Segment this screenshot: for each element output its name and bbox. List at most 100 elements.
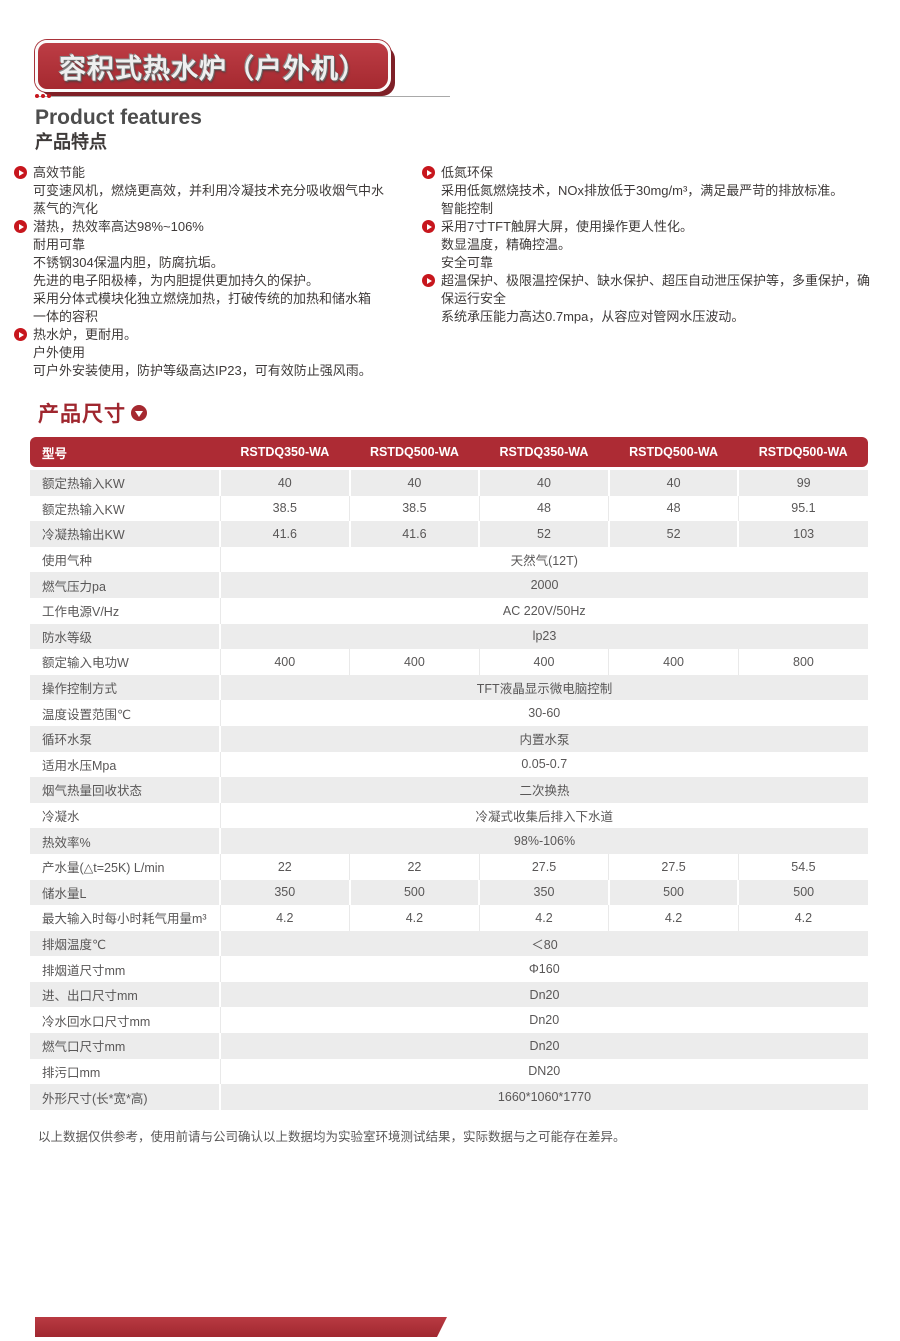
- feature-text: 高效节能 可变速风机，燃烧更高效，并利用冷凝技术充分吸收烟气中水 蒸气的汽化: [33, 165, 385, 216]
- spec-row-label: 热效率%: [42, 835, 91, 850]
- feature-text: 潜热，热效率高达98%~106% 耐用可靠 不锈钢304保温内胆，防腐抗垢。 先…: [33, 219, 372, 324]
- spec-header-model: RSTDQ350-WA: [499, 445, 589, 459]
- spec-row: 适用水压Mpa 0.05-0.7: [30, 751, 868, 778]
- spec-row-label: 烟气热量回收状态: [42, 784, 143, 799]
- spec-cell: 400: [478, 649, 609, 675]
- spec-cell: 4.2: [219, 905, 350, 931]
- spec-cell: 500: [607, 879, 739, 906]
- spec-table: 型号 RSTDQ350-WA RSTDQ500-WA RSTDQ350-WA RSTDQ…: [30, 437, 868, 1110]
- spec-cell: 52: [478, 521, 609, 547]
- spec-row: 燃气压力pa 2000: [30, 572, 868, 598]
- spec-row: 工作电源V/Hz AC 220V/50Hz: [30, 597, 868, 624]
- spec-row: 烟气热量回收状态 二次换热: [30, 777, 868, 803]
- spec-table-header-row: 型号 RSTDQ350-WA RSTDQ500-WA RSTDQ350-WA RSTDQ…: [30, 437, 868, 467]
- spec-cell: 400: [608, 649, 739, 675]
- bullet-play-icon: [14, 328, 27, 341]
- spec-row: 排污口mm DN20: [30, 1058, 868, 1085]
- spec-cell: 27.5: [478, 853, 609, 880]
- disclaimer-note: 以上数据仅供参考，使用前请与公司确认以上数据均为实验室环境测试结果，实际数据与之…: [38, 1130, 626, 1144]
- spec-cell: 99: [737, 470, 868, 496]
- features-right-column: 低氮环保 采用低氮燃烧技术，NOx排放低于30mg/m³，满足最严苛的排放标准。…: [422, 164, 890, 380]
- spec-row: 温度设置范围℃ 30-60: [30, 700, 868, 726]
- spec-row-label: 工作电源V/Hz: [42, 605, 120, 620]
- feature-item: 超温保护、极限温控保护、缺水保护、超压自动泄压保护等，多重保护，确 保运行安全 …: [422, 272, 890, 326]
- spec-row: 使用气种 天然气(12T): [30, 546, 868, 573]
- feature-text: 超温保护、极限温控保护、缺水保护、超压自动泄压保护等，多重保护，确 保运行安全 …: [441, 273, 871, 324]
- spec-row: 热效率% 98%-106%: [30, 828, 868, 854]
- spec-cell: 52: [607, 521, 739, 547]
- spec-cell: 40: [607, 470, 739, 496]
- spec-header-model: RSTDQ500-WA: [369, 445, 459, 459]
- heading-english: Product features: [35, 106, 202, 129]
- spec-cell-span: ＜80: [219, 930, 868, 957]
- spec-cell: 38.5: [349, 495, 480, 522]
- spec-cell: 40: [348, 470, 480, 496]
- page-title: 容积式热水炉（户外机）: [59, 53, 367, 84]
- feature-item: 高效节能 可变速风机，燃烧更高效，并利用冷凝技术充分吸收烟气中水 蒸气的汽化: [14, 164, 422, 218]
- spec-row: 排烟温度℃ ＜80: [30, 930, 868, 957]
- spec-header-model: RSTDQ350-WA: [240, 445, 330, 459]
- spec-cell-span: TFT液晶显示微电脑控制: [219, 674, 868, 701]
- bullet-play-icon: [422, 220, 435, 233]
- spec-row-label: 温度设置范围℃: [42, 707, 132, 722]
- spec-cell: 4.2: [737, 905, 868, 931]
- bullet-play-icon: [14, 166, 27, 179]
- feature-text: 热水炉，更耐用。 户外使用 可户外安装使用，防护等级高达IP23，可有效防止强风…: [33, 327, 372, 378]
- spec-cell: 350: [219, 879, 350, 906]
- spec-cell: 103: [737, 521, 868, 547]
- feature-item: 低氮环保 采用低氮燃烧技术，NOx排放低于30mg/m³，满足最严苛的排放标准。…: [422, 164, 890, 218]
- spec-row: 最大输入时每小时耗气用量m³ 4.2 4.2 4.2 4.2 4.2: [30, 905, 868, 931]
- spec-cell: 500: [737, 879, 868, 906]
- spec-cell-span: 1660*1060*1770: [219, 1084, 868, 1110]
- spec-row-label: 冷凝热输出KW: [42, 528, 125, 543]
- spec-row-label: 额定热输入KW: [42, 502, 125, 517]
- spec-row-label: 适用水压Mpa: [42, 758, 117, 773]
- heading-chinese: 产品特点: [35, 132, 107, 153]
- spec-cell: 4.2: [349, 905, 480, 931]
- spec-row-label: 使用气种: [42, 554, 93, 569]
- spec-row: 外形尺寸(长*宽*高) 1660*1060*1770: [30, 1084, 868, 1110]
- spec-cell-span: AC 220V/50Hz: [219, 597, 868, 624]
- spec-cell: 4.2: [478, 905, 609, 931]
- spec-row: 燃气口尺寸mm Dn20: [30, 1033, 868, 1059]
- chevron-down-circle-icon: [131, 405, 147, 421]
- bullet-play-icon: [14, 220, 27, 233]
- spec-row-label: 排烟道尺寸mm: [42, 963, 126, 978]
- spec-cell: 22: [219, 853, 350, 880]
- spec-row-label: 循环水泵: [42, 733, 93, 748]
- spec-row: 储水量L 350 500 350 500 500: [30, 879, 868, 906]
- spec-row-label: 储水量L: [42, 886, 87, 901]
- spec-row-label: 最大输入时每小时耗气用量m³: [42, 912, 207, 927]
- spec-cell-span: 天然气(12T): [219, 546, 868, 573]
- spec-cell-span: 2000: [219, 572, 868, 598]
- spec-row: 冷凝水 冷凝式收集后排入下水道: [30, 802, 868, 829]
- spec-cell-span: Dn20: [219, 1033, 868, 1059]
- spec-cell: 800: [737, 649, 868, 675]
- feature-text: 采用7寸TFT触屏大屏，使用操作更人性化。 数显温度，精确控温。 安全可靠: [441, 219, 694, 270]
- spec-row: 冷水回水口尺寸mm Dn20: [30, 1007, 868, 1034]
- spec-cell: 40: [478, 470, 609, 496]
- spec-cell: 41.6: [219, 521, 350, 547]
- footer-red-bar: [35, 1317, 447, 1337]
- spec-cell: 22: [349, 853, 480, 880]
- features-section: 高效节能 可变速风机，燃烧更高效，并利用冷凝技术充分吸收烟气中水 蒸气的汽化 潜热…: [14, 164, 890, 380]
- spec-cell-span: 0.05-0.7: [219, 751, 868, 778]
- spec-row: 循环水泵 内置水泵: [30, 725, 868, 752]
- spec-cell: 350: [478, 879, 609, 906]
- feature-item: 潜热，热效率高达98%~106% 耐用可靠 不锈钢304保温内胆，防腐抗垢。 先…: [14, 218, 422, 326]
- spec-row-label: 排烟温度℃: [42, 937, 107, 952]
- divider-dots-icon: [35, 94, 51, 98]
- spec-cell: 95.1: [737, 495, 868, 522]
- spec-cell-span: DN20: [219, 1058, 868, 1085]
- spec-row-label: 燃气压力pa: [42, 579, 106, 594]
- spec-cell-span: Φ160: [219, 956, 868, 982]
- spec-cell-span: 内置水泵: [219, 725, 868, 752]
- dimensions-title: 产品尺寸: [38, 403, 126, 426]
- spec-cell-span: Dn20: [219, 981, 868, 1008]
- dimensions-section-heading: 产品尺寸: [38, 398, 147, 428]
- spec-row-label: 防水等级: [42, 630, 93, 645]
- spec-row-label: 额定输入电功W: [42, 656, 129, 671]
- spec-row-label: 冷凝水: [42, 810, 80, 825]
- spec-row: 进、出口尺寸mm Dn20: [30, 981, 868, 1008]
- spec-header-label: 型号: [42, 446, 68, 461]
